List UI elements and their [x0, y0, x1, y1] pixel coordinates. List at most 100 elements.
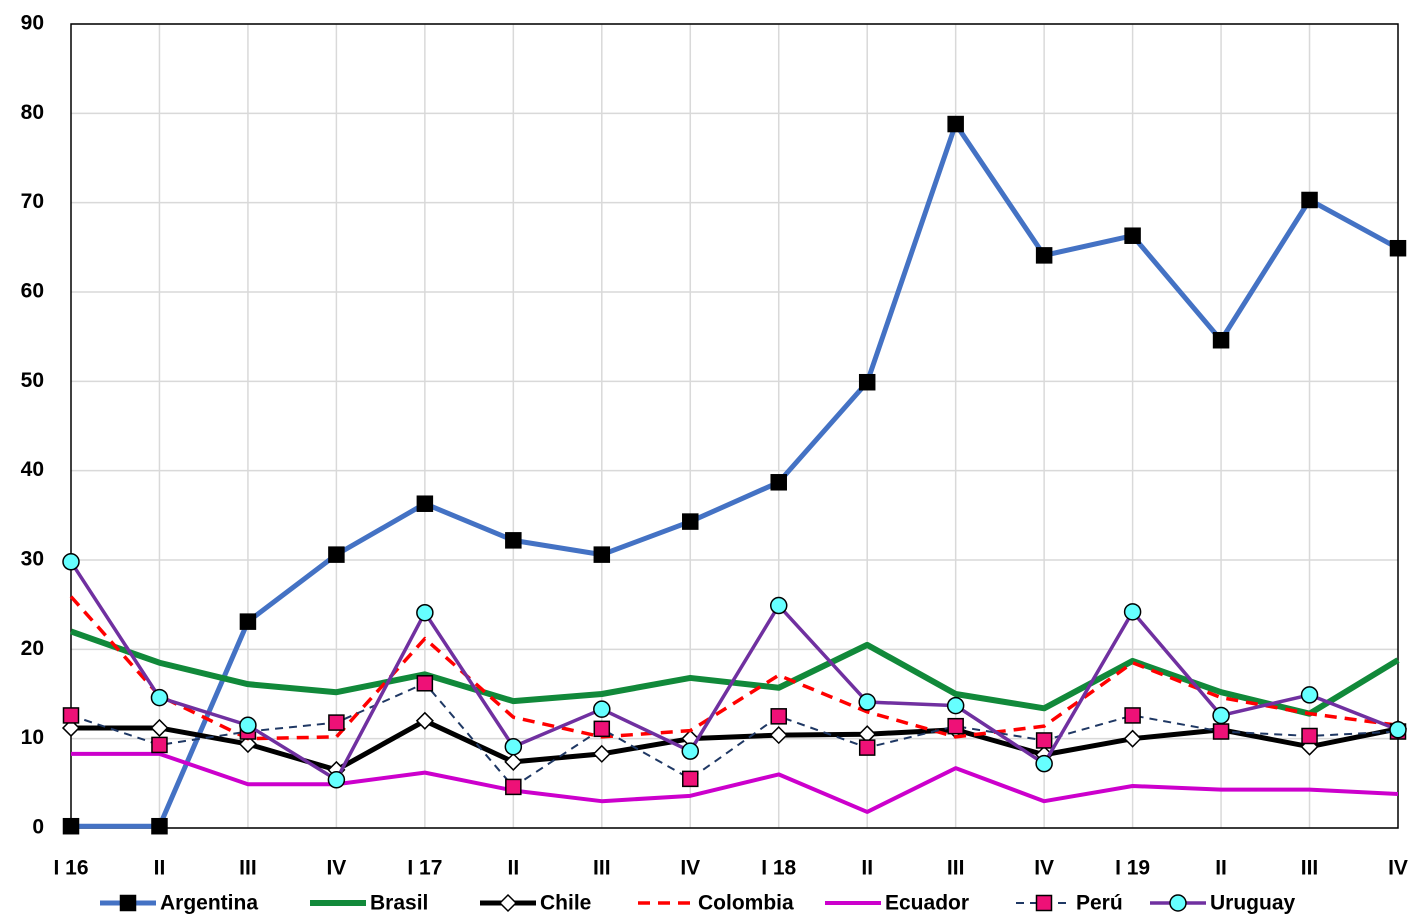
y-tick-label: 20 [21, 637, 44, 660]
marker [1035, 894, 1053, 912]
marker [1301, 191, 1318, 209]
marker [1389, 720, 1407, 739]
marker [770, 474, 787, 491]
marker [1389, 239, 1407, 257]
marker [238, 734, 257, 754]
marker [505, 532, 522, 549]
marker [682, 513, 699, 530]
marker [239, 716, 257, 735]
marker [505, 778, 522, 796]
y-tick-label: 80 [21, 101, 44, 124]
y-tick-label: 60 [21, 280, 44, 303]
y-tick-label: 70 [21, 190, 44, 213]
marker [592, 744, 611, 763]
y-tick-label: 40 [21, 458, 44, 481]
marker [504, 752, 523, 771]
series-line [70, 628, 1400, 717]
marker [415, 711, 434, 730]
legend-label: Ecuador [885, 892, 969, 915]
marker [416, 495, 434, 512]
marker [858, 739, 876, 756]
y-tick-label: 10 [21, 726, 44, 749]
marker [593, 546, 611, 563]
x-tick-label: IV [680, 857, 700, 880]
legend-label: Colombia [698, 892, 794, 915]
marker [1035, 754, 1053, 773]
x-tick-label: II [861, 857, 873, 880]
x-tick-label: I 19 [1115, 857, 1150, 880]
marker [239, 613, 257, 630]
legend-label: Brasil [370, 892, 428, 915]
marker [498, 893, 518, 913]
plot-border [70, 23, 1399, 829]
x-tick-label: III [593, 857, 611, 880]
y-tick-label: 90 [21, 12, 44, 35]
x-tick-label: I 17 [407, 857, 442, 880]
marker [946, 696, 965, 715]
marker [62, 707, 80, 724]
marker [1123, 603, 1142, 621]
x-tick-label: III [239, 857, 257, 880]
marker [769, 596, 788, 615]
legend-label: Chile [540, 892, 591, 915]
marker [327, 771, 346, 789]
series-line [69, 595, 1399, 741]
marker [1212, 723, 1230, 740]
x-tick-label: II [1215, 857, 1227, 880]
y-tick-label: 30 [21, 548, 44, 571]
marker [151, 817, 168, 835]
marker [1124, 227, 1141, 244]
x-tick-label: I 16 [53, 857, 88, 880]
marker [1035, 247, 1053, 264]
marker [681, 742, 700, 760]
marker [1212, 331, 1230, 349]
marker [1123, 729, 1142, 748]
x-tick-label: II [154, 857, 166, 880]
marker [1124, 707, 1141, 724]
series-line [70, 682, 1399, 788]
marker [947, 115, 964, 133]
x-tick-label: II [507, 857, 519, 880]
legend-label: Uruguay [1210, 892, 1296, 915]
legend-label: Argentina [160, 892, 258, 915]
series-line [69, 560, 1399, 782]
marker [150, 688, 169, 707]
x-tick-label: I 18 [761, 857, 796, 880]
marker [1301, 727, 1318, 745]
marker [593, 700, 611, 718]
marker [858, 373, 876, 391]
x-tick-label: IV [1388, 857, 1408, 880]
y-tick-label: 0 [32, 816, 44, 839]
marker [150, 718, 169, 738]
marker [682, 770, 699, 788]
x-tick-label: IV [326, 857, 346, 880]
marker [119, 894, 137, 912]
marker [416, 603, 434, 622]
marker [61, 718, 81, 738]
marker [858, 693, 876, 711]
x-tick-label: III [1301, 857, 1319, 880]
x-tick-label: III [947, 857, 965, 880]
series-line [71, 121, 1400, 829]
legend-label: Perú [1076, 892, 1123, 915]
marker [1169, 894, 1187, 912]
marker [504, 737, 523, 756]
marker [1300, 686, 1319, 704]
marker [769, 726, 788, 745]
x-tick-label: IV [1034, 857, 1054, 880]
marker [1212, 706, 1230, 725]
marker [1035, 732, 1053, 749]
marker [328, 714, 345, 731]
marker [416, 675, 434, 692]
marker [770, 708, 787, 725]
marker [62, 817, 80, 835]
marker [328, 546, 345, 563]
marker [593, 720, 611, 738]
series-line [71, 718, 1399, 773]
series-line [71, 751, 1399, 814]
marker [947, 717, 964, 735]
marker [151, 736, 168, 754]
marker [62, 553, 80, 571]
y-tick-label: 50 [21, 369, 44, 392]
